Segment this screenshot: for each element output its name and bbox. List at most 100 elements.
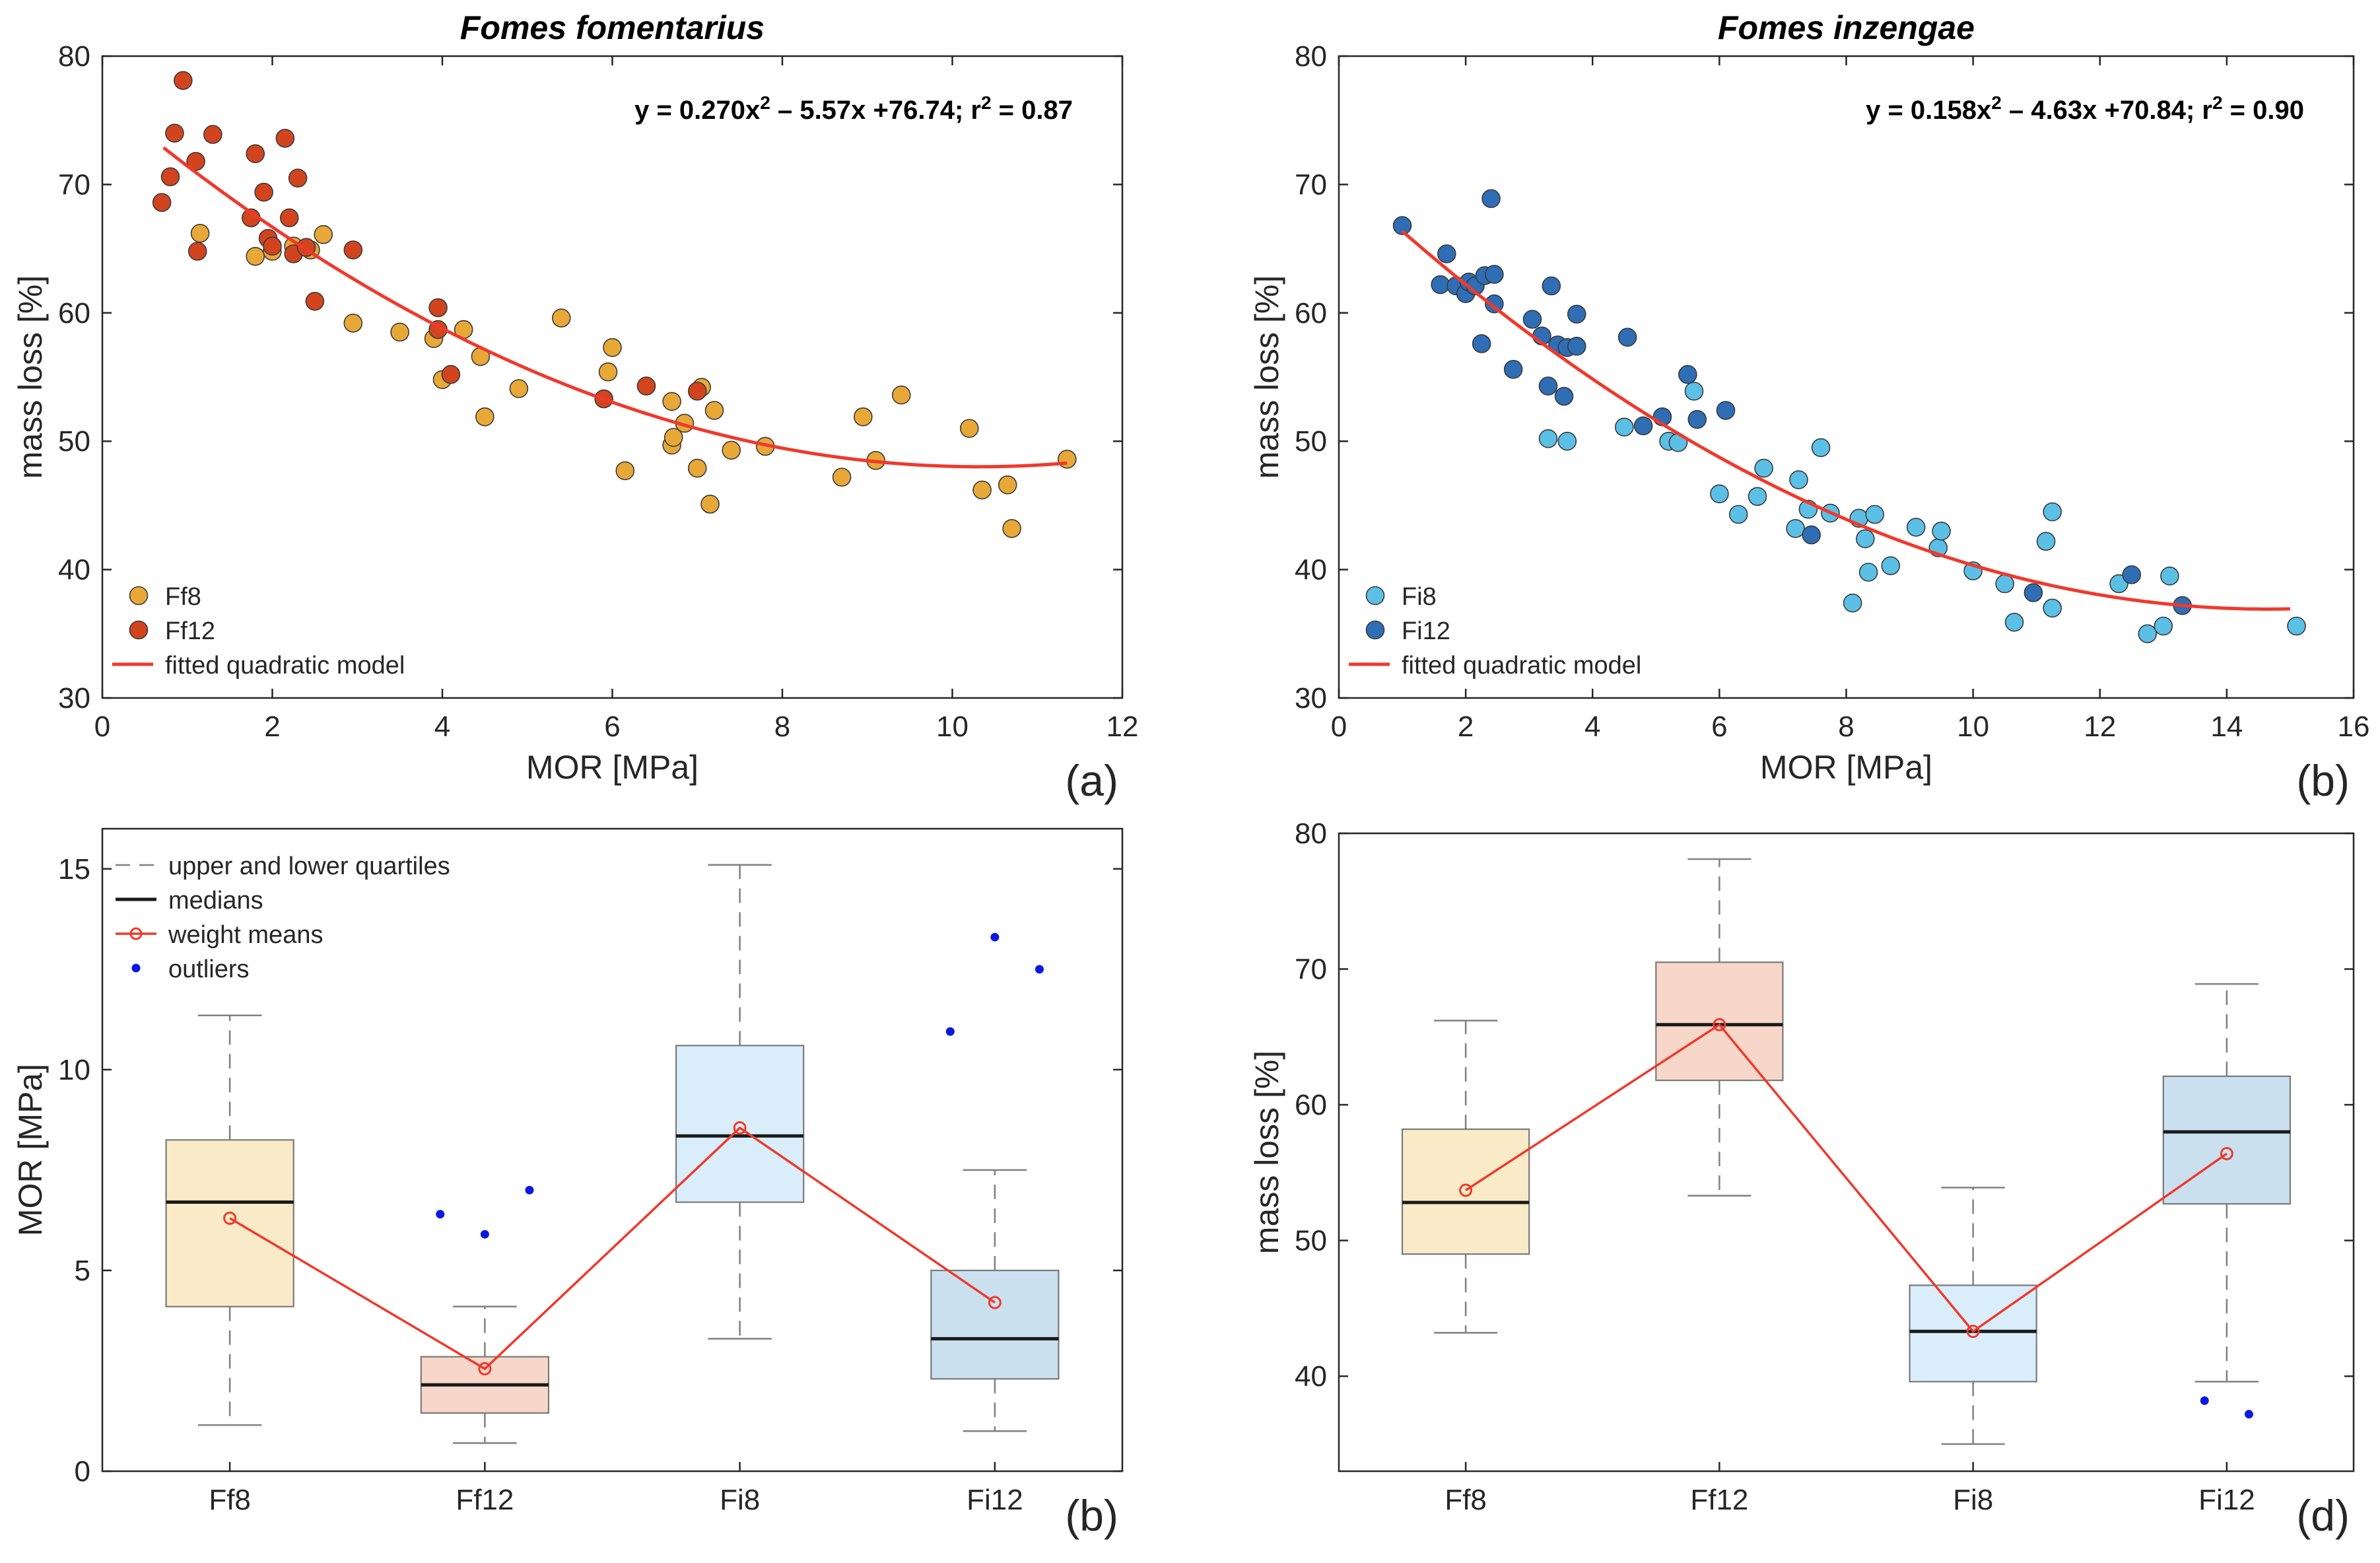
outlier-point xyxy=(990,932,1000,942)
data-point xyxy=(2122,565,2142,584)
x-tick-label: 2 xyxy=(1458,711,1474,743)
data-point xyxy=(1678,365,1697,384)
weight-mean-marker xyxy=(223,1211,237,1225)
legend-label: Fi12 xyxy=(1402,617,1450,645)
data-point xyxy=(891,385,911,405)
y-axis-label: mass loss [%] xyxy=(12,275,49,479)
data-point xyxy=(598,362,618,382)
chart-d: 40 50 60 70 80 Ff8 Ff12 Fi8 Fi12 mass loss [%] (d) xyxy=(1248,817,2355,1540)
data-point xyxy=(1754,458,1773,478)
chart-title: Fomes inzengae xyxy=(1718,9,1975,46)
data-point xyxy=(343,314,363,333)
data-point xyxy=(160,167,180,187)
data-point xyxy=(305,292,325,311)
data-point xyxy=(1538,429,1558,448)
x-tick-label: Fi12 xyxy=(2198,1484,2255,1516)
data-point xyxy=(1554,386,1574,406)
data-point xyxy=(246,246,265,266)
x-tick-label: 12 xyxy=(2084,711,2116,743)
x-tick-label: 8 xyxy=(1838,711,1854,743)
data-point xyxy=(1557,431,1577,451)
panel-label: (a) xyxy=(1065,756,1118,805)
y-axis-label: MOR [MPa] xyxy=(12,1064,49,1236)
y-tick-label: 30 xyxy=(58,682,90,714)
data-point xyxy=(2043,502,2062,522)
panel-label: (d) xyxy=(2296,1491,2350,1540)
y-axis-label: mass loss [%] xyxy=(1248,275,1285,479)
data-point xyxy=(1687,409,1707,429)
x-tick-label: 0 xyxy=(94,711,110,743)
data-point xyxy=(343,240,363,260)
data-point xyxy=(663,428,683,447)
equation-text: y = 0.270x xyxy=(634,96,760,125)
x-tick-label: Ff12 xyxy=(456,1484,514,1516)
data-point xyxy=(428,298,448,318)
data-point xyxy=(854,407,873,427)
data-point xyxy=(1567,337,1586,356)
x-tick-label: Ff8 xyxy=(209,1484,251,1516)
quartile-box xyxy=(675,1045,805,1203)
box-Fi12 xyxy=(930,932,1060,1432)
outlier-point xyxy=(1035,965,1044,974)
x-tick-label: Ff12 xyxy=(1690,1484,1748,1516)
y-tick-label: 70 xyxy=(1295,168,1327,201)
legend-label: outliers xyxy=(168,955,250,983)
data-point xyxy=(1437,244,1456,263)
weight-mean-marker xyxy=(1459,1183,1473,1197)
series-Ff12 xyxy=(152,71,707,409)
x-tick-label: 14 xyxy=(2210,711,2243,743)
y-tick-label: 80 xyxy=(58,40,90,73)
data-point xyxy=(1865,504,1885,524)
data-point xyxy=(959,419,979,438)
data-point xyxy=(187,242,207,261)
data-point xyxy=(1811,438,1831,458)
x-tick-label: Fi8 xyxy=(720,1484,760,1516)
y-tick-label: 80 xyxy=(1295,40,1327,73)
data-point xyxy=(1858,563,1878,582)
panel-label: (b) xyxy=(1065,1491,1118,1540)
data-point xyxy=(1485,265,1504,284)
y-tick-label: 60 xyxy=(58,297,90,330)
data-point xyxy=(186,152,205,171)
legend-label: fitted quadratic model xyxy=(165,652,405,679)
weight-mean-marker xyxy=(1966,1325,1980,1338)
data-point xyxy=(246,144,265,164)
y-tick-label: 60 xyxy=(1295,1089,1327,1121)
data-point xyxy=(832,468,852,487)
y-tick-label: 5 xyxy=(75,1255,90,1287)
weight-means-line xyxy=(1465,1023,2227,1333)
data-point xyxy=(998,475,1017,495)
series-Fi8 xyxy=(1538,382,2306,644)
panel-label: (b) xyxy=(2296,756,2350,805)
data-point xyxy=(551,308,571,328)
fit-curve xyxy=(1401,230,2290,611)
data-point xyxy=(203,125,222,144)
data-point xyxy=(1789,470,1808,489)
data-point xyxy=(1503,360,1523,379)
data-point xyxy=(152,193,172,212)
equation-exponent: 2 xyxy=(981,92,992,113)
data-point xyxy=(165,123,184,143)
data-point xyxy=(1538,376,1558,396)
data-point xyxy=(1002,519,1021,538)
data-point xyxy=(1567,304,1586,324)
y-tick-label: 70 xyxy=(58,168,90,201)
data-point xyxy=(1843,593,1862,613)
data-point xyxy=(1856,529,1875,549)
y-tick-label: 50 xyxy=(58,425,90,458)
data-point xyxy=(1614,417,1634,437)
y-tick-label: 60 xyxy=(1295,297,1327,330)
data-point xyxy=(1522,310,1542,329)
legend-marker xyxy=(131,963,141,973)
data-point xyxy=(475,407,494,427)
data-point xyxy=(1716,401,1736,420)
equation-text: – 4.63x +70.84; r xyxy=(2002,96,2212,125)
data-point xyxy=(687,458,707,478)
equation-text: – 5.57x +76.74; r xyxy=(770,96,981,125)
y-tick-label: 50 xyxy=(1295,425,1327,458)
data-point xyxy=(1472,334,1491,353)
data-point xyxy=(254,182,273,202)
data-point xyxy=(603,337,622,357)
y-tick-label: 10 xyxy=(58,1054,90,1086)
